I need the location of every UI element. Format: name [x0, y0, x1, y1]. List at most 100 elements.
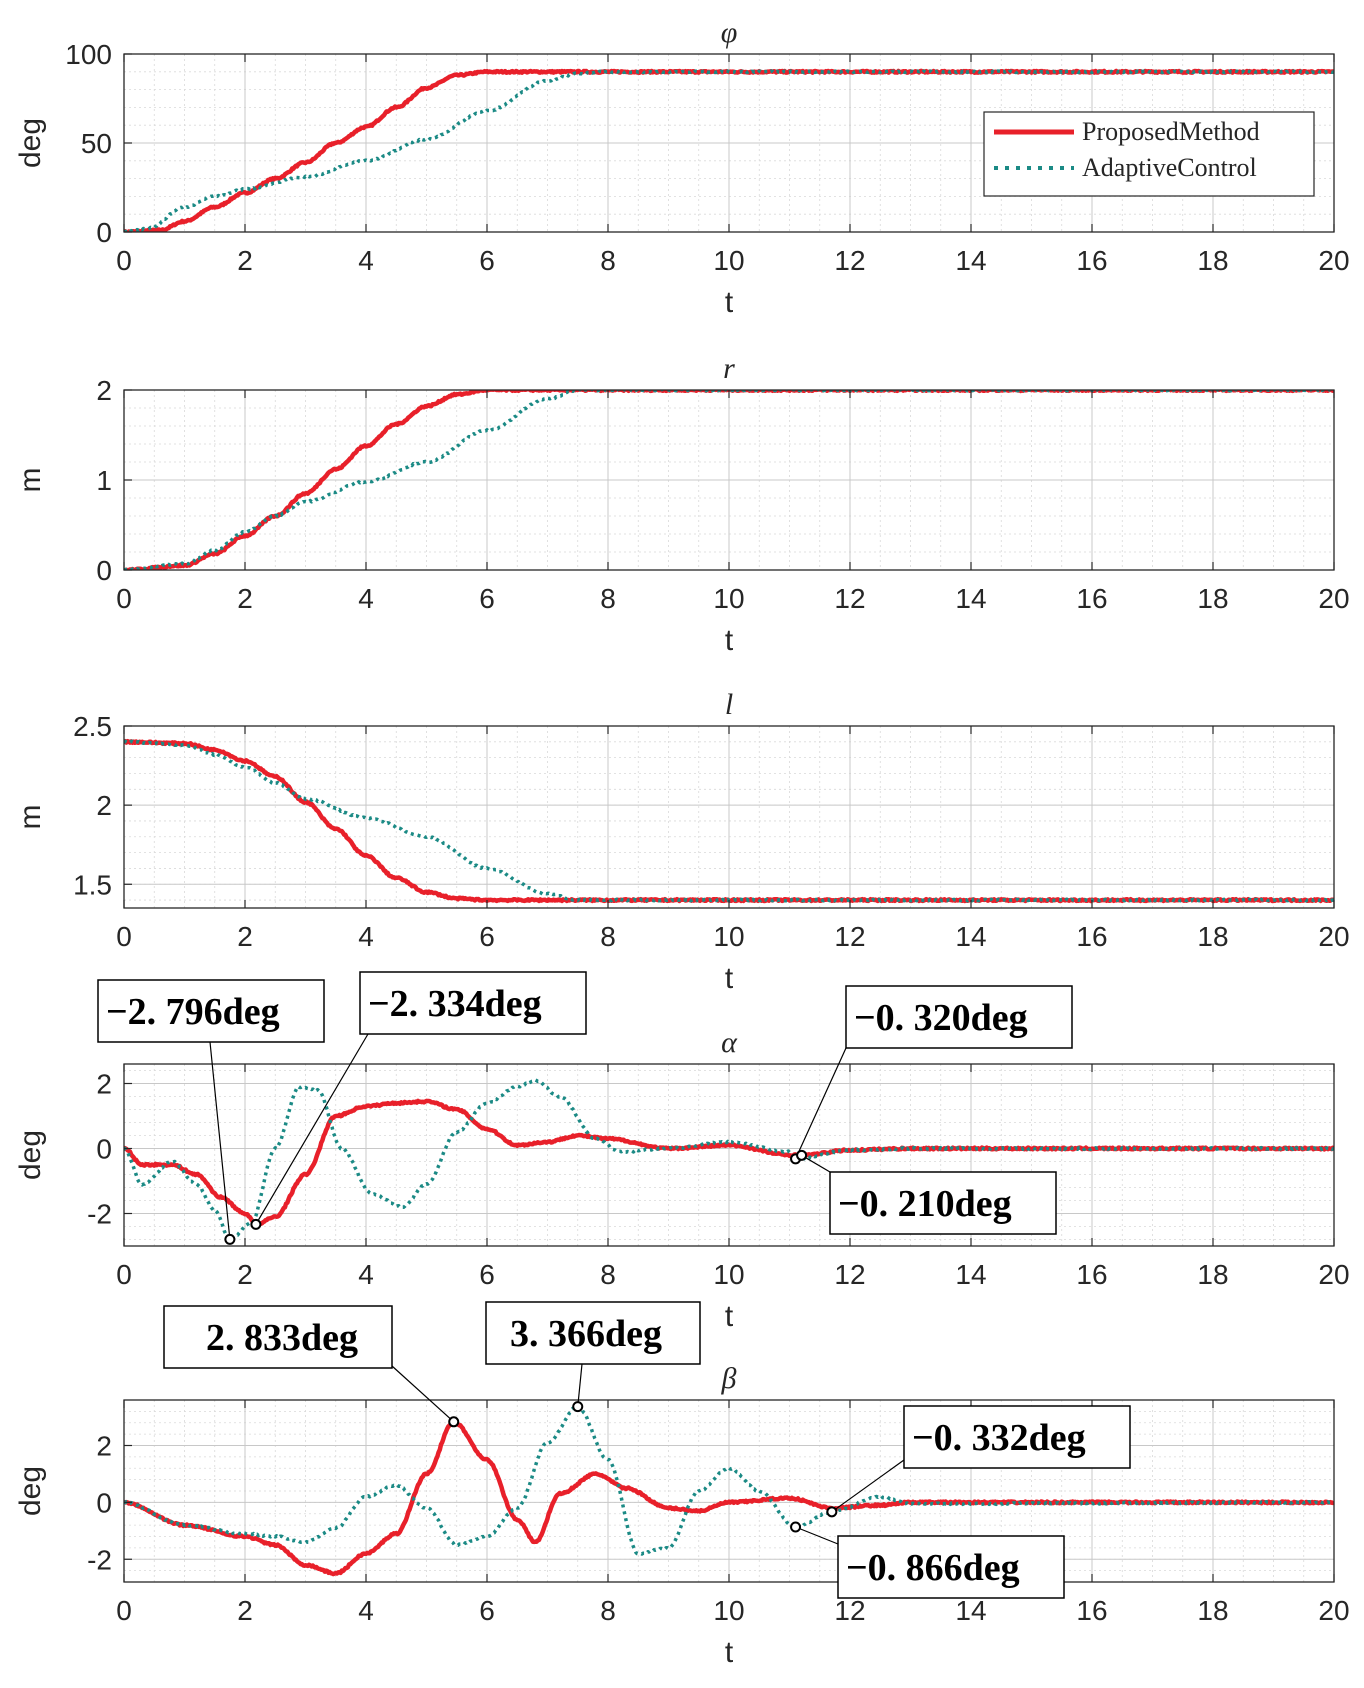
x-tick-label: 6	[479, 921, 495, 952]
annotation-beta-settle-adaptive: −0. 866deg	[846, 1547, 1020, 1589]
x-tick-label: 6	[479, 1595, 495, 1626]
x-tick-label: 18	[1197, 583, 1228, 614]
x-axis-label: t	[725, 962, 734, 995]
x-tick-label: 14	[955, 1595, 986, 1626]
x-tick-label: 2	[237, 245, 253, 276]
x-tick-label: 2	[237, 583, 253, 614]
x-tick-label: 4	[358, 1259, 374, 1290]
annotation-point	[250, 1218, 262, 1230]
series-proposed	[124, 1098, 1334, 1227]
y-tick-label: 0	[96, 1487, 112, 1518]
y-tick-label: 2	[96, 1431, 112, 1462]
plot-title: β	[721, 1362, 737, 1395]
plot-title: r	[723, 352, 735, 385]
y-axis-label: deg	[14, 1130, 47, 1180]
annotations-alpha: −2. 796deg −2. 334deg −0. 320deg −0. 210…	[97, 971, 1073, 1235]
x-tick-label: 14	[955, 583, 986, 614]
y-axis-label: deg	[14, 118, 47, 168]
x-tick-label: 20	[1318, 1595, 1349, 1626]
y-axis-label: m	[14, 468, 47, 493]
x-tick-label: 12	[834, 1259, 865, 1290]
y-tick-label: 2	[96, 1069, 112, 1100]
x-tick-label: 20	[1318, 1259, 1349, 1290]
plot-title: l	[725, 688, 733, 721]
series-proposed	[124, 1420, 1334, 1577]
annotation-alpha-settle-adaptive: −0. 320deg	[854, 997, 1028, 1039]
annotation-leader	[831, 1459, 905, 1513]
x-axis-label: t	[725, 624, 734, 657]
x-axis-label: t	[725, 1300, 734, 1333]
x-tick-label: 10	[713, 583, 744, 614]
x-tick-label: 10	[713, 245, 744, 276]
annotation-leader	[795, 1526, 839, 1545]
y-tick-label: 2	[96, 790, 112, 821]
x-tick-label: 14	[955, 1259, 986, 1290]
y-tick-label: 0	[96, 555, 112, 586]
x-tick-label: 4	[358, 921, 374, 952]
x-tick-label: 6	[479, 245, 495, 276]
x-tick-label: 8	[600, 1259, 616, 1290]
y-tick-label: 50	[81, 128, 112, 159]
x-tick-label: 0	[116, 921, 132, 952]
x-tick-label: 14	[955, 921, 986, 952]
y-axis-label: deg	[14, 1466, 47, 1516]
y-axis-label: m	[14, 805, 47, 830]
x-tick-label: 10	[713, 1595, 744, 1626]
y-tick-label: 0	[96, 217, 112, 248]
x-tick-label: 10	[713, 921, 744, 952]
y-tick-label: 1.5	[73, 869, 112, 900]
y-tick-label: 100	[65, 39, 112, 70]
x-tick-label: 2	[237, 1595, 253, 1626]
annotation-point	[796, 1149, 808, 1161]
x-tick-label: 14	[955, 245, 986, 276]
legend: ProposedMethod AdaptiveControl	[983, 111, 1315, 197]
annotation-beta-max-adaptive: 3. 366deg	[510, 1313, 662, 1355]
x-tick-label: 16	[1076, 583, 1107, 614]
y-tick-label: 2.5	[73, 711, 112, 742]
annotation-leader	[255, 1033, 369, 1225]
annotation-point	[448, 1416, 460, 1428]
annotation-leader	[391, 1365, 455, 1423]
x-tick-label: 6	[479, 583, 495, 614]
x-tick-label: 16	[1076, 1595, 1107, 1626]
x-tick-label: 18	[1197, 245, 1228, 276]
x-tick-label: 16	[1076, 1259, 1107, 1290]
annotation-leader	[209, 1041, 231, 1240]
x-tick-label: 18	[1197, 1259, 1228, 1290]
plot-title: α	[721, 1026, 738, 1059]
x-tick-label: 8	[600, 245, 616, 276]
annotation-point	[224, 1233, 236, 1245]
annotation-beta-settle-proposed: −0. 332deg	[912, 1417, 1086, 1459]
x-tick-label: 12	[834, 921, 865, 952]
annotation-leader	[577, 1363, 583, 1407]
legend-label-proposed: ProposedMethod	[1082, 117, 1260, 146]
y-tick-label: 0	[96, 1134, 112, 1165]
annotations-beta: 2. 833deg 3. 366deg −0. 332deg −0. 866de…	[163, 1301, 1131, 1599]
annotation-point	[572, 1401, 584, 1413]
annotation-alpha-min-proposed: −2. 334deg	[368, 983, 542, 1025]
x-tick-label: 0	[116, 1259, 132, 1290]
x-tick-label: 18	[1197, 921, 1228, 952]
plot-l: 0 2 4 6 8 10 12 14 16 18 20 1.5 2 2.5 t m l	[14, 688, 1350, 995]
annotation-alpha-settle-proposed: −0. 210deg	[838, 1183, 1012, 1225]
x-tick-label: 8	[600, 1595, 616, 1626]
annotation-alpha-min-adaptive: −2. 796deg	[106, 991, 280, 1033]
x-tick-label: 20	[1318, 921, 1349, 952]
x-axis-label: t	[725, 286, 734, 319]
x-axis-label: t	[725, 1636, 734, 1669]
x-tick-label: 16	[1076, 245, 1107, 276]
annotation-beta-max-proposed: 2. 833deg	[206, 1317, 358, 1359]
y-tick-label: -2	[87, 1199, 112, 1230]
x-tick-label: 20	[1318, 583, 1349, 614]
x-tick-label: 0	[116, 583, 132, 614]
x-tick-label: 12	[834, 1595, 865, 1626]
x-tick-label: 8	[600, 583, 616, 614]
x-tick-label: 0	[116, 245, 132, 276]
annotation-leader	[795, 1047, 847, 1160]
x-tick-label: 4	[358, 1595, 374, 1626]
y-tick-label: 2	[96, 375, 112, 406]
